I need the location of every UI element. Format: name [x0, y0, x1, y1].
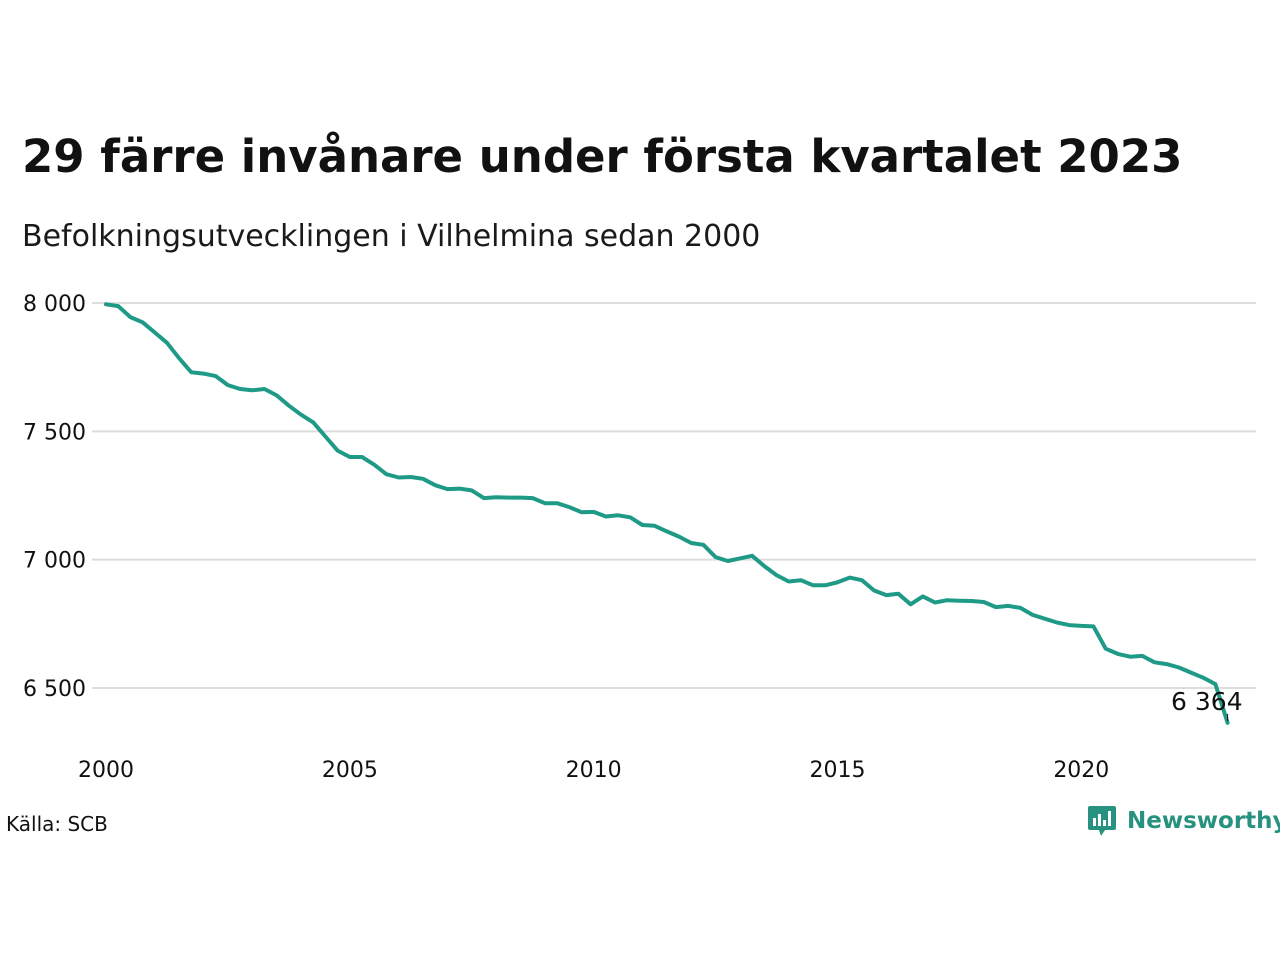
- newsworthy-logo-icon: [1088, 806, 1116, 836]
- x-axis-ticks: 2000 2005 2010 2015 2020: [78, 758, 1109, 783]
- x-tick-label: 2000: [78, 758, 134, 783]
- series-layer: [104, 302, 1230, 725]
- end-value-label: 6 364: [1171, 687, 1243, 716]
- x-tick-label: 2005: [322, 758, 378, 783]
- y-axis-ticks: 6 500 7 000 7 500 8 000: [23, 292, 86, 702]
- series-line: [104, 302, 1230, 725]
- y-tick-label: 7 000: [23, 549, 86, 574]
- y-tick-label: 7 500: [23, 420, 86, 445]
- chart-title: 29 färre invånare under första kvartalet…: [22, 130, 1183, 183]
- y-tick-label: 6 500: [23, 677, 86, 702]
- y-tick-label: 8 000: [23, 292, 86, 317]
- source-note: Källa: SCB: [6, 812, 108, 836]
- x-tick-label: 2010: [566, 758, 622, 783]
- annotation-layer: 6 364: [1171, 687, 1243, 721]
- x-tick-label: 2015: [809, 758, 865, 783]
- grid-layer: [92, 302, 1256, 689]
- x-tick-label: 2020: [1053, 758, 1109, 783]
- chart-subtitle: Befolkningsutvecklingen i Vilhelmina sed…: [22, 219, 761, 254]
- newsworthy-logo[interactable]: Newsworthy: [1087, 804, 1280, 838]
- brand-name: Newsworthy: [1127, 808, 1280, 834]
